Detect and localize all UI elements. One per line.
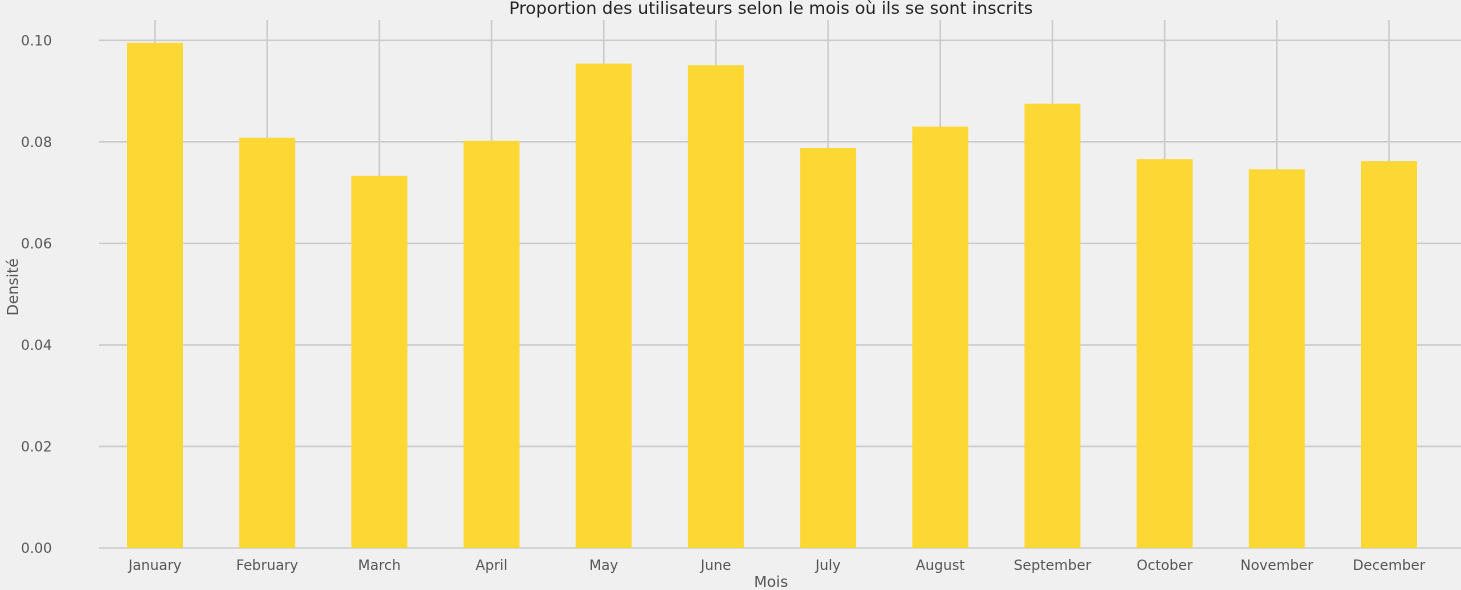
x-tick-label: November (1240, 558, 1313, 574)
x-tick-label: July (814, 558, 840, 574)
y-axis-label: Densité (4, 258, 22, 315)
x-axis-ticks: January February March April May June July Augu… (127, 558, 1425, 574)
x-tick-label: March (358, 558, 401, 574)
x-tick-label: September (1014, 558, 1092, 574)
y-tick-label: 0.02 (21, 439, 52, 455)
bar-june (687, 65, 744, 548)
x-tick-label: January (127, 558, 181, 574)
bar-december (1361, 161, 1417, 548)
x-tick-label: June (700, 558, 732, 574)
x-tick-label: May (589, 558, 618, 574)
bar-march (351, 175, 408, 548)
chart-title: Proportion des utilisateurs selon le moi… (509, 0, 1033, 19)
bar-may (575, 63, 632, 549)
bar-february (239, 137, 296, 549)
bars (127, 42, 1417, 549)
bar-october (1136, 159, 1193, 548)
bar-november (1248, 169, 1305, 548)
x-tick-label: October (1137, 558, 1193, 574)
x-tick-label: April (476, 558, 508, 574)
bar-july (800, 147, 857, 548)
x-tick-label: December (1353, 558, 1426, 574)
y-tick-label: 0.00 (21, 541, 52, 557)
x-tick-label: February (236, 558, 298, 574)
bar-august (912, 126, 969, 548)
y-tick-label: 0.04 (21, 338, 52, 354)
y-tick-label: 0.08 (21, 135, 52, 151)
y-tick-label: 0.10 (21, 33, 52, 49)
y-axis-ticks: 0.00 0.02 0.04 0.06 0.08 0.10 (21, 33, 52, 557)
bar-april (463, 140, 520, 549)
x-axis-label: Mois (754, 573, 788, 590)
x-tick-label: August (916, 558, 966, 574)
bar-january (127, 42, 183, 548)
bar-september (1024, 103, 1081, 549)
y-tick-label: 0.06 (21, 236, 52, 252)
